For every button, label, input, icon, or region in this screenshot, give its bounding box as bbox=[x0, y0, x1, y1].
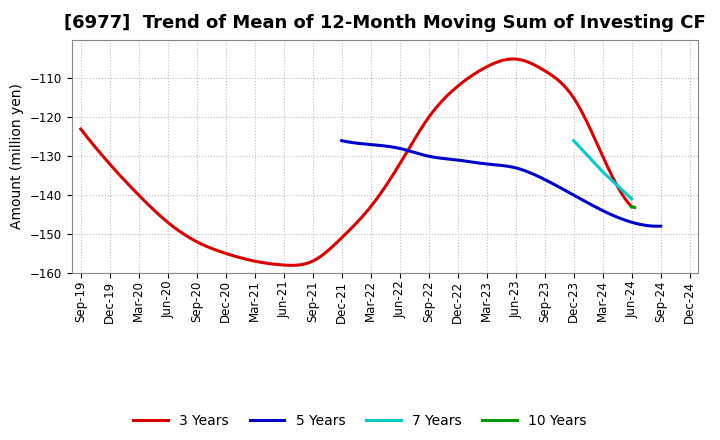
5 Years bbox=[338, 138, 347, 143]
3 Years bbox=[544, 70, 553, 76]
Line: 3 Years: 3 Years bbox=[81, 59, 631, 265]
3 Years bbox=[580, 113, 588, 118]
3 Years bbox=[288, 263, 297, 268]
5 Years bbox=[606, 212, 615, 217]
3 Years bbox=[78, 129, 87, 134]
5 Years bbox=[653, 224, 662, 229]
Line: 7 Years: 7 Years bbox=[574, 141, 631, 199]
3 Years bbox=[510, 56, 518, 62]
10 Years bbox=[630, 205, 639, 210]
3 Years bbox=[405, 146, 413, 151]
3 Years bbox=[627, 204, 636, 209]
3 Years bbox=[415, 128, 424, 133]
5 Years bbox=[626, 220, 635, 225]
3 Years bbox=[406, 143, 415, 148]
3 Years bbox=[76, 126, 85, 132]
5 Years bbox=[526, 170, 535, 176]
Legend: 3 Years, 5 Years, 7 Years, 10 Years: 3 Years, 5 Years, 7 Years, 10 Years bbox=[128, 408, 592, 433]
7 Years bbox=[627, 196, 636, 202]
Line: 5 Years: 5 Years bbox=[342, 141, 661, 226]
Line: 10 Years: 10 Years bbox=[631, 207, 634, 208]
10 Years bbox=[627, 204, 636, 209]
5 Years bbox=[338, 138, 346, 143]
5 Years bbox=[527, 171, 536, 176]
Title: [6977]  Trend of Mean of 12-Month Moving Sum of Investing CF: [6977] Trend of Mean of 12-Month Moving … bbox=[64, 15, 706, 33]
5 Years bbox=[533, 173, 541, 178]
7 Years bbox=[570, 138, 578, 143]
5 Years bbox=[657, 224, 665, 229]
Y-axis label: Amount (million yen): Amount (million yen) bbox=[11, 83, 24, 229]
7 Years bbox=[598, 169, 607, 174]
